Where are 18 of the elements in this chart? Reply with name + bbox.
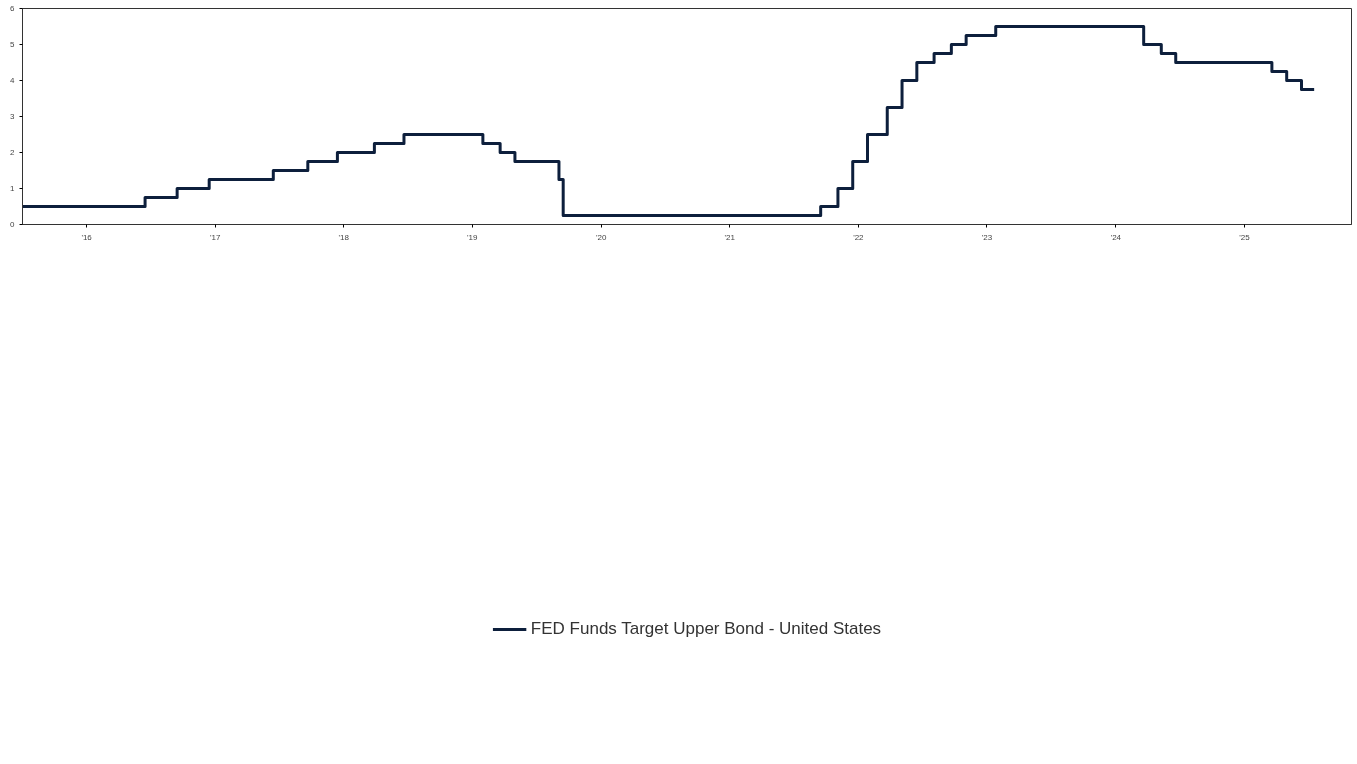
x-tick-label: '19 [467,232,479,242]
x-tick-label: '20 [596,232,607,242]
y-tick-label: 2 [10,148,16,157]
x-tick-label: '25 [1239,232,1251,242]
legend-label: FED Funds Target Upper Bond - United States [530,619,882,639]
x-tick-label: '17 [209,232,221,242]
x-tick-label: '24 [1110,232,1122,242]
x-tick-label: '21 [724,232,736,242]
x-tick-label: '23 [981,232,993,242]
x-tick-label: '22 [853,232,865,242]
y-tick-label: 6 [10,4,16,13]
x-tick-label: '18 [338,232,350,242]
y-tick-label: 0 [10,220,16,229]
x-tick-label: '16 [81,232,93,242]
y-tick-label: 4 [10,76,16,85]
y-tick-label: 1 [10,184,16,193]
y-tick-label: 5 [10,40,16,49]
y-tick-label: 3 [10,112,16,121]
